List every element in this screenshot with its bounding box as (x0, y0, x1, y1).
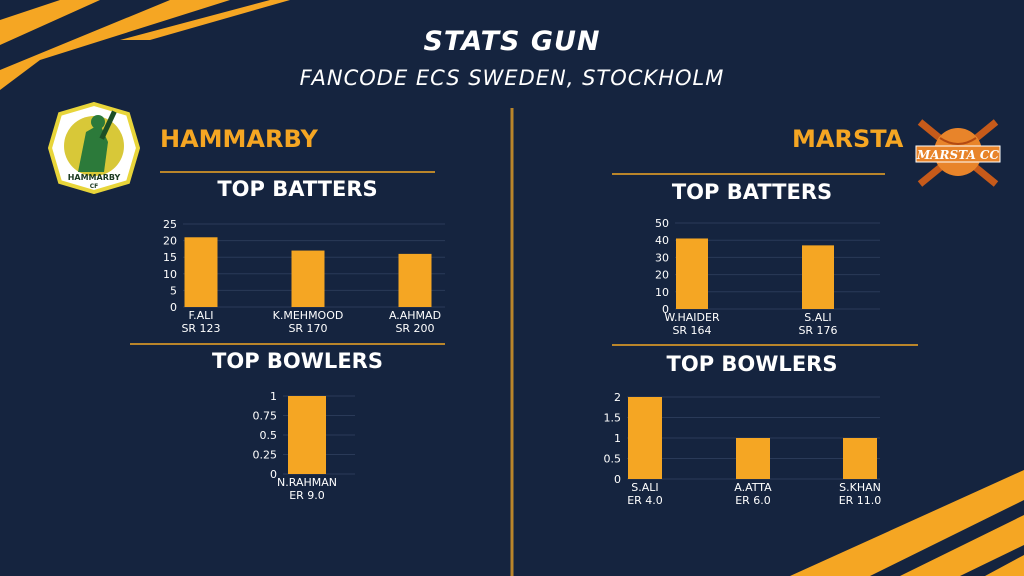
bar (628, 397, 662, 479)
category-sublabel: ER 11.0 (839, 494, 882, 507)
y-tick-label: 30 (655, 251, 669, 264)
page-title: STATS GUN (423, 26, 601, 57)
top-left-stripe-3 (120, 0, 290, 40)
y-tick-label: 50 (655, 217, 669, 230)
y-tick-label: 15 (163, 251, 177, 264)
bottom-right-stripe-2 (900, 515, 1024, 576)
category-sublabel: SR 164 (672, 324, 711, 337)
category-sublabel: SR 200 (395, 322, 434, 335)
category-label: S.KHAN (839, 481, 881, 494)
bottom-right-stripe-1 (790, 470, 1024, 576)
bar (676, 238, 708, 309)
category-label: W.HAIDER (664, 311, 720, 324)
left-bowlers-heading: TOP BOWLERS (212, 349, 383, 373)
y-tick-label: 2 (614, 391, 621, 404)
bar (184, 237, 218, 307)
bar (291, 250, 325, 307)
team-name-left: HAMMARBY (160, 125, 318, 153)
bar (288, 396, 326, 474)
bar (843, 438, 877, 479)
right-batters-heading: TOP BATTERS (671, 180, 833, 204)
category-sublabel: ER 4.0 (627, 494, 663, 507)
y-tick-label: 20 (655, 269, 669, 282)
category-sublabel: SR 123 (181, 322, 220, 335)
category-sublabel: SR 170 (288, 322, 327, 335)
left-batters-heading: TOP BATTERS (217, 177, 378, 201)
y-tick-label: 1.5 (604, 412, 622, 425)
bar (398, 253, 432, 307)
category-label: N.RAHMAN (277, 476, 337, 489)
bar (802, 245, 834, 309)
category-sublabel: SR 176 (798, 324, 837, 337)
hammarby-logo: HAMMARBY CF (48, 102, 140, 194)
y-tick-label: 1 (614, 432, 621, 445)
category-label: K.MEHMOOD (273, 309, 344, 322)
y-tick-label: 0.5 (260, 429, 278, 442)
y-tick-label: 1 (270, 390, 277, 403)
y-tick-label: 5 (170, 284, 177, 297)
top-left-stripe-1 (0, 0, 100, 45)
category-label: A.AHMAD (389, 309, 441, 322)
svg-text:CF: CF (90, 183, 99, 190)
y-tick-label: 0.75 (253, 410, 278, 423)
y-tick-label: 0 (614, 473, 621, 486)
marsta-logo: MARSTA CC (915, 119, 1001, 187)
team-name-right: MARSTA (792, 125, 904, 153)
bottom-right-stripe-3 (985, 555, 1024, 576)
y-tick-label: 10 (655, 286, 669, 299)
page-subtitle: FANCODE ECS SWEDEN, STOCKHOLM (299, 66, 725, 90)
y-tick-label: 0 (662, 303, 669, 316)
y-tick-label: 10 (163, 268, 177, 281)
category-label: A.ATTA (734, 481, 772, 494)
bar (736, 438, 770, 479)
category-label: F.ALI (189, 309, 214, 322)
y-tick-label: 0 (270, 468, 277, 481)
right-bowlers-heading: TOP BOWLERS (666, 352, 838, 376)
svg-text:MARSTA CC: MARSTA CC (916, 148, 1000, 162)
category-sublabel: ER 9.0 (289, 489, 325, 502)
y-tick-label: 0.25 (253, 449, 278, 462)
y-tick-label: 25 (163, 218, 177, 231)
svg-text:HAMMARBY: HAMMARBY (68, 173, 121, 182)
category-label: S.ALI (631, 481, 658, 494)
y-tick-label: 0 (170, 301, 177, 314)
y-tick-label: 20 (163, 235, 177, 248)
category-label: S.ALI (804, 311, 831, 324)
y-tick-label: 40 (655, 234, 669, 247)
y-tick-label: 0.5 (604, 453, 622, 466)
category-sublabel: ER 6.0 (735, 494, 771, 507)
